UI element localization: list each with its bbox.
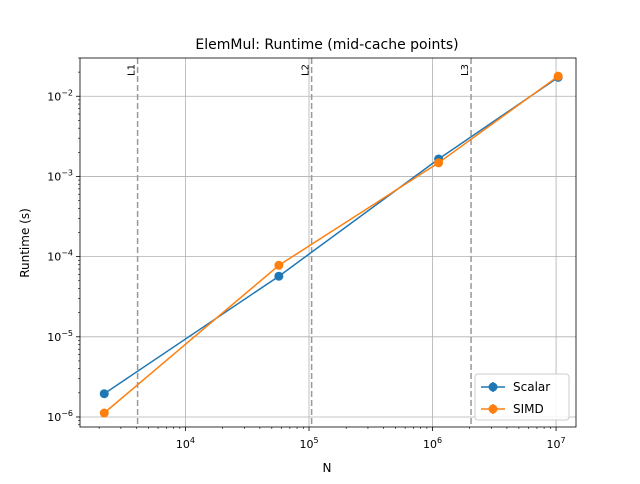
y-tick-label: 10−3: [47, 168, 73, 183]
scalar-line: [103, 76, 559, 395]
x-tick-label: 106: [423, 436, 442, 451]
x-tick-label: 105: [299, 436, 318, 451]
cache-label-l3: L3: [460, 64, 471, 76]
chart-title: ElemMul: Runtime (mid-cache points): [195, 37, 458, 53]
cache-label-l1: L1: [127, 64, 138, 76]
legend: Scalar SIMD: [474, 373, 570, 421]
simd-point: [99, 408, 109, 418]
simd-point: [274, 260, 284, 270]
series-simd: [99, 71, 563, 418]
simd-point: [553, 71, 563, 81]
legend-label-simd: SIMD: [513, 402, 544, 416]
y-tick-label: 10−5: [47, 329, 73, 344]
x-tick-label: 107: [547, 436, 566, 451]
cache-level-lines: L1 L2 L3: [127, 58, 472, 427]
axes-frame: [79, 57, 577, 428]
y-tick-label: 10−6: [47, 409, 73, 424]
x-tick-label: 104: [176, 436, 195, 451]
legend-label-scalar: Scalar: [513, 380, 550, 394]
axis-ticks: 104 105 106 107 10−6 10−5 10−4 10−3 10−2: [47, 57, 566, 451]
scalar-point: [274, 271, 284, 281]
y-tick-label: 10−2: [47, 88, 73, 103]
y-axis-label: Runtime (s): [18, 208, 32, 278]
grid-lines: [80, 58, 576, 427]
legend-entry-simd: SIMD: [481, 402, 544, 416]
simd-line: [103, 75, 559, 414]
legend-entry-scalar: Scalar: [481, 380, 550, 394]
legend-marker-simd: [488, 404, 498, 414]
simd-point: [434, 158, 444, 168]
x-axis-label: N: [323, 461, 332, 475]
series-layer: [99, 71, 563, 418]
legend-marker-scalar: [488, 382, 498, 392]
cache-label-l2: L2: [301, 64, 312, 76]
scalar-point: [99, 389, 109, 399]
y-tick-label: 10−4: [47, 249, 73, 264]
